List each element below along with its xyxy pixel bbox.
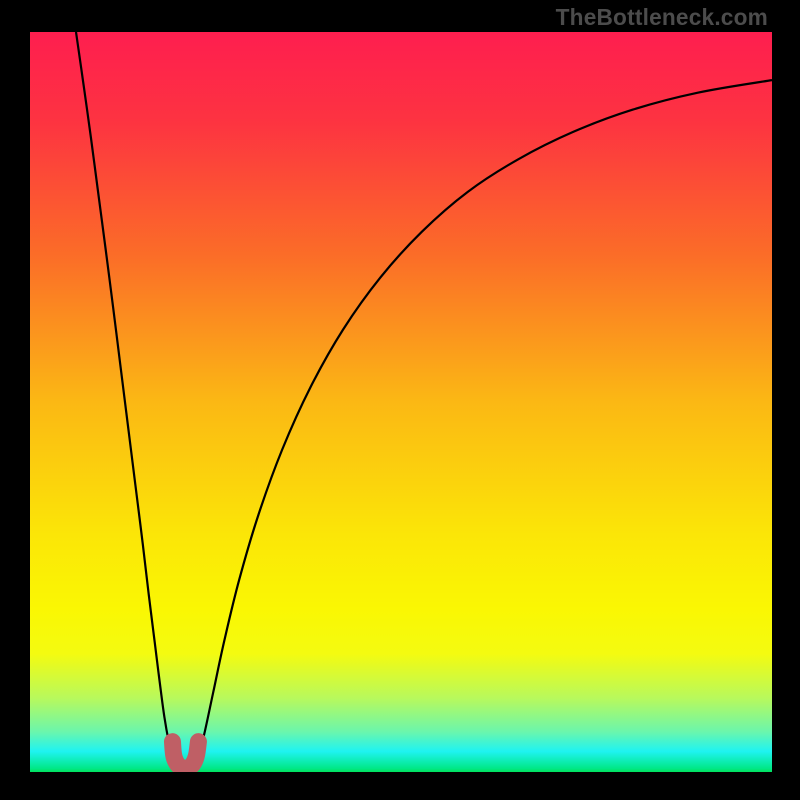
watermark-text: TheBottleneck.com [556, 4, 768, 31]
plot-area [30, 32, 772, 772]
gradient-chart-svg [30, 32, 772, 772]
figure-root: TheBottleneck.com [0, 0, 800, 800]
gradient-background [30, 32, 772, 772]
